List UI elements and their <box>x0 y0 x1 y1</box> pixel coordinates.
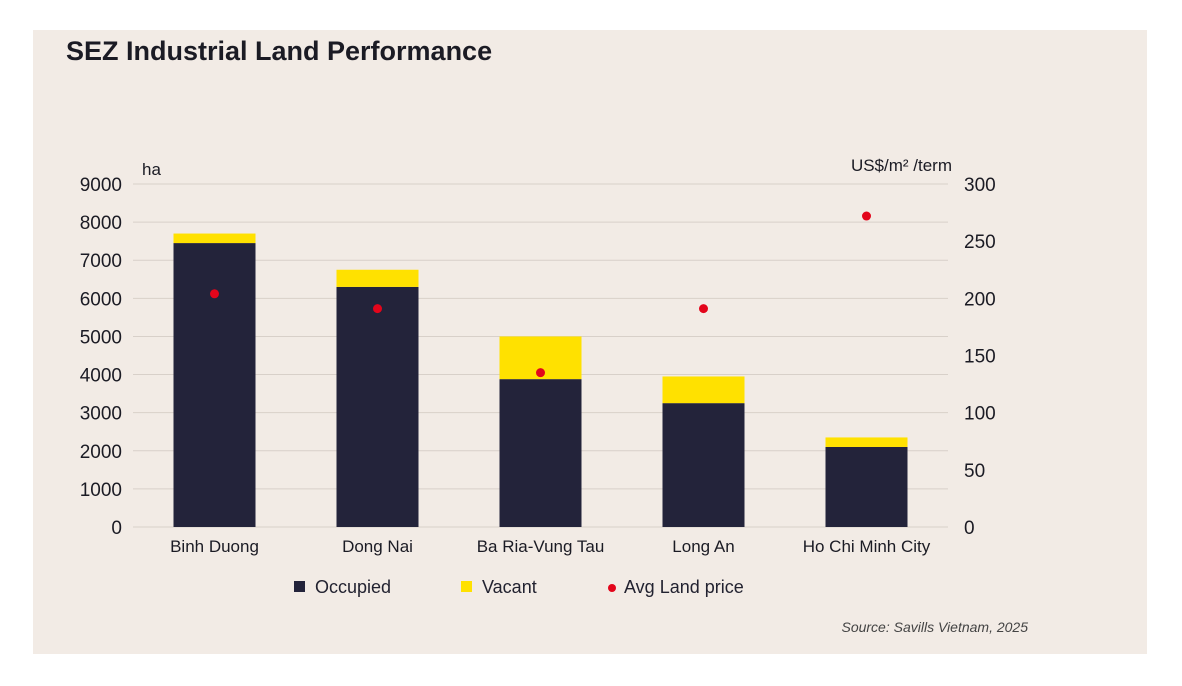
point-avg-land-price-ho-chi-minh-city <box>862 211 871 221</box>
category-label-ho-chi-minh-city: Ho Chi Minh City <box>803 537 931 556</box>
left-tick-8000: 8000 <box>80 213 122 234</box>
right-tick-200: 200 <box>964 289 996 310</box>
left-tick-4000: 4000 <box>80 366 122 387</box>
right-axis: 0 50 100 150 200 250 300 <box>964 175 996 539</box>
bar-vacant-dong-nai <box>336 269 419 287</box>
category-labels: Binh Duong Dong Nai Ba Ria-Vung Tau Long An… <box>170 537 931 556</box>
right-tick-100: 100 <box>964 404 996 425</box>
category-label-dong-nai: Dong Nai <box>342 537 413 556</box>
left-tick-1000: 1000 <box>80 480 122 501</box>
legend-item-avg-land-price: Avg Land price <box>608 577 744 598</box>
left-tick-0: 0 <box>111 518 122 539</box>
legend-label-avg-land-price: Avg Land price <box>624 577 744 597</box>
bar-occupied-binh-duong <box>173 243 256 528</box>
left-tick-6000: 6000 <box>80 289 122 310</box>
right-axis-label: US$/m² /term <box>851 156 952 175</box>
bars <box>173 233 908 528</box>
right-tick-150: 150 <box>964 347 996 368</box>
source-note: Source: Savills Vietnam, 2025 <box>841 619 1028 635</box>
bar-occupied-ho-chi-minh-city <box>825 446 908 527</box>
left-axis: 0 1000 2000 3000 4000 5000 6000 7000 8000 9000 <box>80 175 122 539</box>
chart-title: SEZ Industrial Land Performance <box>66 36 493 66</box>
legend-swatch-occupied <box>294 581 305 592</box>
right-tick-250: 250 <box>964 232 996 253</box>
legend-label-vacant: Vacant <box>482 577 537 597</box>
legend-item-occupied: Occupied <box>294 577 391 598</box>
point-avg-land-price-dong-nai <box>373 304 382 314</box>
point-avg-land-price-long-an <box>699 304 708 314</box>
legend-swatch-avg-land-price <box>608 584 616 592</box>
bar-occupied-dong-nai <box>336 286 419 527</box>
legend-item-vacant: Vacant <box>461 577 537 598</box>
bar-occupied-long-an <box>662 403 745 527</box>
bar-vacant-long-an <box>662 376 745 404</box>
category-label-binh-duong: Binh Duong <box>170 537 259 556</box>
left-tick-9000: 9000 <box>80 175 122 196</box>
price-points <box>210 211 871 378</box>
left-tick-3000: 3000 <box>80 404 122 425</box>
left-tick-7000: 7000 <box>80 251 122 272</box>
bar-vacant-binh-duong <box>173 233 256 244</box>
legend: Occupied Vacant Avg Land price <box>290 577 810 601</box>
bar-occupied-ba-ria-vung-tau <box>499 379 582 527</box>
left-tick-2000: 2000 <box>80 442 122 463</box>
category-label-ba-ria-vung-tau: Ba Ria-Vung Tau <box>477 537 605 556</box>
right-tick-0: 0 <box>964 518 975 539</box>
left-axis-label: ha <box>142 160 161 179</box>
category-label-long-an: Long An <box>672 537 734 556</box>
legend-label-occupied: Occupied <box>315 577 392 597</box>
left-tick-5000: 5000 <box>80 327 122 348</box>
right-tick-50: 50 <box>964 461 985 482</box>
legend-swatch-vacant <box>461 581 472 592</box>
point-avg-land-price-ba-ria-vung-tau <box>536 368 545 378</box>
point-avg-land-price-binh-duong <box>210 289 219 299</box>
right-tick-300: 300 <box>964 175 996 196</box>
bar-vacant-ho-chi-minh-city <box>825 437 908 447</box>
